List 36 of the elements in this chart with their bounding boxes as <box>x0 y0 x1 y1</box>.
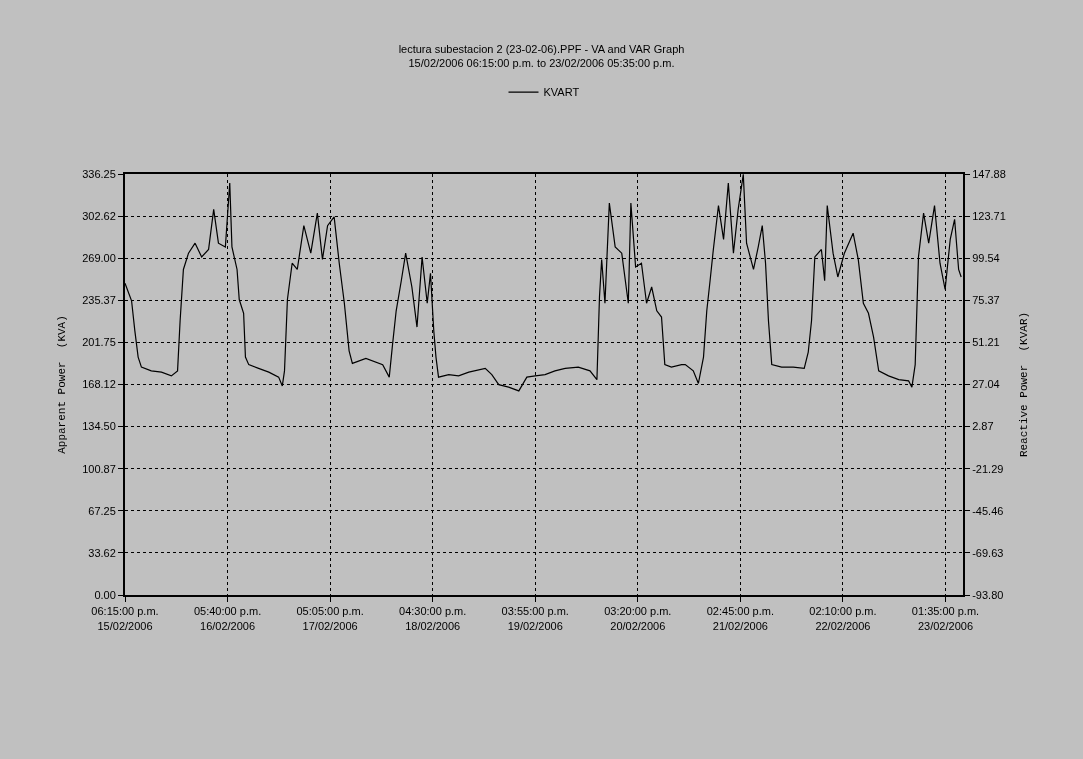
y2-tick-label: -69.63 <box>972 546 1004 559</box>
y-tick-label: 100.87 <box>82 462 116 475</box>
y2-tick-label: 147.88 <box>972 167 1006 180</box>
y-tick-label: 235.37 <box>82 294 116 307</box>
y2-axis-title: Reactive Power (KVAR) <box>1017 311 1030 458</box>
y-tick-label: 269.00 <box>82 252 116 265</box>
y-tick-label: 302.62 <box>82 209 116 222</box>
y2-tick-label: -93.80 <box>972 588 1004 601</box>
y-tick-label: 201.75 <box>82 336 116 349</box>
chart-subtitle: 15/02/2006 06:15:00 p.m. to 23/02/2006 05:35:00 p.m. <box>408 57 675 70</box>
chart-title: lectura subestacion 2 (23-02-06).PPF - VA and VAR Graph <box>398 43 685 56</box>
y2-tick-label: 2.87 <box>972 420 994 433</box>
y2-tick-label: 75.37 <box>972 294 1000 307</box>
legend-label: KVART <box>543 86 580 99</box>
y-tick-label: 134.50 <box>82 420 116 433</box>
y2-tick-label: 51.21 <box>972 336 1000 349</box>
y2-tick-label: -45.46 <box>972 504 1004 517</box>
y2-tick-label: 99.54 <box>972 252 1000 265</box>
y-tick-label: 168.12 <box>82 378 116 391</box>
x-tick-label: 04:30:00 p.m. 18/02/2006 <box>399 605 467 632</box>
y-tick-label: 0.00 <box>94 588 116 601</box>
y-tick-label: 336.25 <box>82 167 116 180</box>
x-tick-label: 05:40:00 p.m. 16/02/2006 <box>193 605 262 632</box>
y-axis-title: Apparent Power (KVA) <box>56 315 69 454</box>
y2-tick-label: 27.04 <box>972 378 1000 391</box>
x-tick-label: 06:15:00 p.m. 15/02/2006 <box>91 605 159 632</box>
y2-tick-label: 123.71 <box>972 209 1006 222</box>
x-tick-label: 02:10:00 p.m. 22/02/2006 <box>809 605 877 632</box>
y-tick-label: 67.25 <box>88 504 116 517</box>
y-tick-label: 33.62 <box>88 546 116 559</box>
x-tick-label: 03:55:00 p.m. 19/02/2006 <box>501 605 569 632</box>
x-tick-label: 02:45:00 p.m. 21/02/2006 <box>706 605 774 632</box>
x-tick-label: 05:05:00 p.m. 17/02/2006 <box>296 605 364 632</box>
x-tick-label: 03:20:00 p.m. 20/02/2006 <box>604 605 672 632</box>
y2-tick-label: -21.29 <box>972 462 1004 475</box>
x-tick-label: 01:35:00 p.m. 23/02/2006 <box>911 605 980 632</box>
